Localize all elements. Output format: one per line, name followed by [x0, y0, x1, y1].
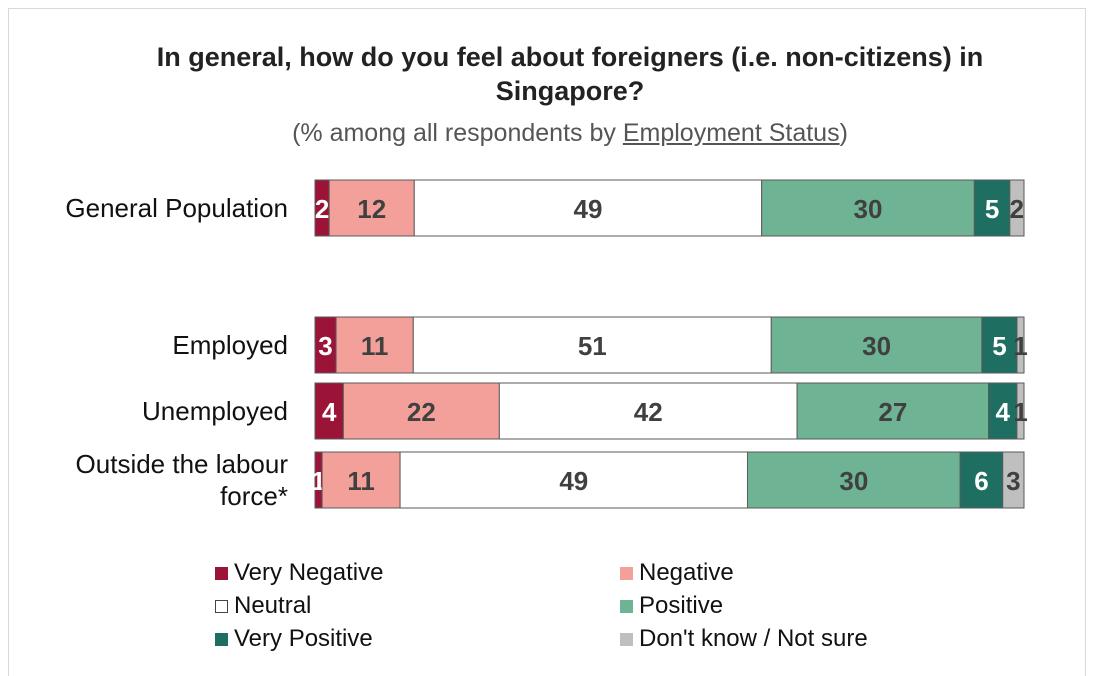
data-label-general-population-don-t-know-not-sure: 2: [1010, 194, 1024, 224]
data-label-unemployed-don-t-know-not-sure: 1: [1013, 397, 1027, 427]
data-label-outside-the-labour-force-very-positive: 6: [974, 466, 988, 496]
chart-subtitle: (% among all respondents by Employment S…: [140, 117, 1000, 149]
data-label-employed-negative: 11: [361, 331, 389, 361]
legend-item-very-negative: Very Negative: [215, 558, 620, 588]
category-label-line: Outside the labour: [76, 449, 289, 479]
bar-segment-unemployed-neutral: [498, 382, 798, 440]
category-label-line: force*: [220, 481, 288, 511]
subtitle-suffix: ): [839, 119, 848, 147]
bar-segment-general-population-don-t-know-not-sure: [1009, 179, 1025, 237]
bar-segment-general-population-very-positive: [973, 179, 1011, 237]
bar-segment-employed-positive: [770, 316, 983, 374]
data-label-employed-very-positive: 5: [992, 331, 1006, 361]
data-label-unemployed-very-negative: 4: [322, 397, 337, 427]
bar-segment-employed-very-positive: [981, 316, 1018, 374]
data-label-unemployed-positive: 27: [878, 397, 907, 427]
legend-label: Positive: [639, 592, 724, 619]
data-label-unemployed-neutral: 42: [634, 397, 663, 427]
data-label-employed-positive: 30: [862, 331, 891, 361]
bar-segment-unemployed-negative: [342, 382, 500, 440]
category-label-outside-the-labour-force: Outside the labour force*: [76, 449, 289, 511]
legend-label: Very Positive: [234, 625, 373, 652]
category-label-line: Unemployed: [142, 396, 288, 426]
legend-item-very-positive: Very Positive: [215, 624, 620, 654]
category-label-line: Employed: [172, 330, 288, 360]
bar-segment-unemployed-very-negative: [314, 382, 344, 440]
legend-swatch-neutral: [215, 599, 228, 613]
subtitle-link: Employment Status: [622, 119, 840, 147]
data-label-general-population-very-positive: 5: [985, 194, 999, 224]
data-label-general-population-negative: 12: [357, 194, 386, 224]
legend-swatch-positive: [620, 599, 633, 613]
legend-swatch-negative: [620, 566, 633, 580]
legend-swatch-don-t-know-not-sure: [620, 632, 633, 646]
legend-item-don-t-know-not-sure: Don't know / Not sure: [620, 624, 935, 654]
bar-segment-outside-the-labour-force-neutral: [399, 451, 748, 509]
category-label-employed: Employed: [172, 330, 288, 360]
chart-legend: Very Negative Negative Neutral Positive Very…: [215, 558, 935, 654]
data-label-unemployed-very-positive: 4: [995, 397, 1010, 427]
legend-label: Negative: [639, 559, 734, 586]
data-label-general-population-positive: 30: [854, 194, 883, 224]
data-label-employed-neutral: 51: [578, 331, 607, 361]
bar-segment-employed-don-t-know-not-sure: [1016, 316, 1025, 374]
data-label-unemployed-negative: 22: [407, 397, 436, 427]
data-label-outside-the-labour-force-neutral: 49: [559, 466, 588, 496]
bar-segment-outside-the-labour-force-very-positive: [959, 451, 1004, 509]
category-label-unemployed: Unemployed: [142, 396, 288, 426]
data-label-outside-the-labour-force-don-t-know-not-sure: 3: [1006, 466, 1020, 496]
bar-segment-outside-the-labour-force-negative: [321, 451, 401, 509]
legend-swatch-very-positive: [215, 632, 228, 646]
legend-item-positive: Positive: [620, 591, 935, 621]
legend-label: Don't know / Not sure: [639, 625, 868, 652]
chart-title: In general, how do you feel about foreig…: [156, 42, 984, 106]
data-label-employed-very-negative: 3: [318, 331, 332, 361]
bar-segment-employed-neutral: [412, 316, 772, 374]
data-label-outside-the-labour-force-positive: 30: [839, 466, 868, 496]
bar-segment-unemployed-very-positive: [988, 382, 1018, 440]
legend-item-negative: Negative: [620, 558, 935, 588]
category-label-line: General Population: [65, 193, 288, 223]
legend-item-neutral: Neutral: [215, 591, 620, 621]
bar-segment-unemployed-don-t-know-not-sure: [1016, 382, 1025, 440]
bar-segment-unemployed-positive: [796, 382, 990, 440]
legend-label: Neutral: [234, 592, 312, 619]
chart-frame: [8, 8, 1086, 676]
category-label-general-population: General Population: [65, 193, 288, 223]
data-label-general-population-neutral: 49: [574, 194, 603, 224]
data-label-employed-don-t-know-not-sure: 1: [1013, 331, 1027, 361]
bar-segment-general-population-neutral: [413, 179, 763, 237]
data-label-outside-the-labour-force-negative: 11: [347, 466, 375, 496]
legend-label: Very Negative: [234, 559, 384, 586]
bar-segment-outside-the-labour-force-positive: [746, 451, 961, 509]
bar-segment-outside-the-labour-force-don-t-know-not-sure: [1002, 451, 1025, 509]
subtitle-prefix: (% among all respondents by: [292, 119, 623, 147]
legend-swatch-very-negative: [215, 566, 228, 580]
bar-segment-general-population-positive: [761, 179, 975, 237]
data-label-general-population-very-negative: 2: [315, 194, 329, 224]
